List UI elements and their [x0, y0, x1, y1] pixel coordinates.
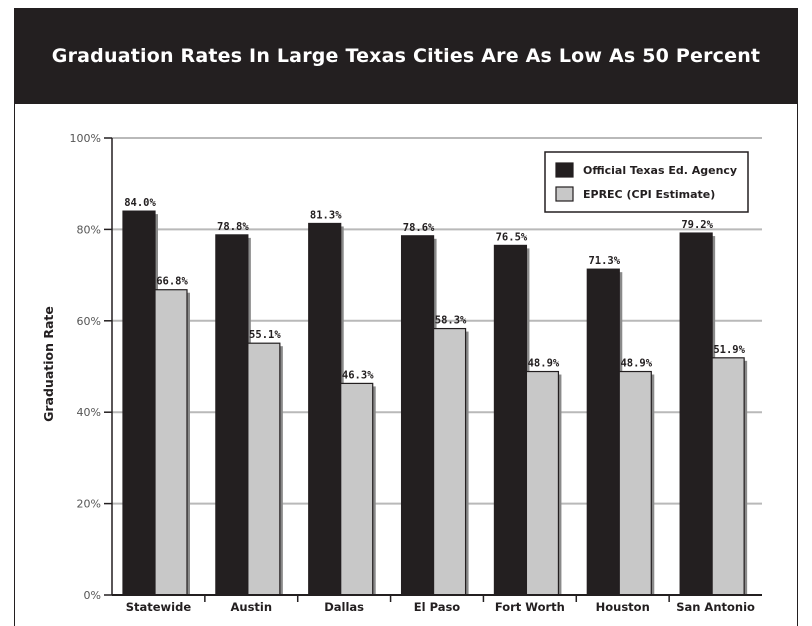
y-tick-label: 20% [77, 498, 101, 511]
frame-left-border [14, 104, 15, 626]
bar-eprec [525, 370, 560, 596]
bar-official [400, 235, 435, 596]
data-label: 76.5% [496, 231, 528, 243]
data-label: 58.3% [435, 315, 467, 327]
data-label: 48.9% [620, 358, 652, 370]
x-tick-label: Dallas [324, 600, 364, 614]
data-label: 66.8% [156, 276, 188, 288]
axes: 0% 20% 40% 60% 80% 100% Statewide Austin Dallas E… [70, 132, 762, 614]
data-labels: 84.0% 66.8% 78.8% 55.1% 81.3% 46.3% 78.6% 58.3%… [124, 197, 745, 381]
data-label: 48.9% [528, 358, 560, 370]
bar-eprec [432, 327, 467, 596]
legend-label: Official Texas Ed. Agency [583, 164, 737, 177]
y-axis-label: Graduation Rate [41, 306, 56, 422]
y-tick-label: 0% [84, 589, 101, 602]
x-tick-label: El Paso [414, 600, 461, 614]
legend: Official Texas Ed. Agency EPREC (CPI Esti… [544, 151, 749, 213]
bar-eprec [154, 289, 188, 596]
legend-box [544, 151, 749, 213]
data-label: 46.3% [342, 369, 374, 381]
chart-title: Graduation Rates In Large Texas Cities A… [51, 45, 761, 67]
bar-eprec [340, 382, 374, 596]
data-label: 51.9% [713, 344, 745, 356]
x-tick-label: Statewide [126, 600, 192, 614]
bar-official [215, 234, 249, 596]
chart-title-bar: Graduation Rates In Large Texas Cities A… [14, 8, 798, 104]
bar-official [679, 232, 713, 596]
bars [122, 210, 748, 596]
x-tick-label: Houston [596, 600, 650, 614]
bar-official [493, 244, 528, 596]
data-label: 84.0% [124, 197, 156, 209]
y-tick-label: 100% [70, 132, 101, 145]
data-label: 55.1% [249, 329, 281, 341]
y-tick-label: 80% [77, 223, 101, 236]
data-label: 71.3% [588, 255, 620, 267]
data-label: 79.2% [681, 219, 713, 231]
legend-swatch [555, 186, 574, 202]
data-label: 78.6% [403, 222, 435, 234]
frame-right-border [797, 104, 798, 626]
bar-official [586, 268, 620, 596]
x-tick-label: San Antonio [676, 600, 755, 614]
bar-eprec [247, 342, 281, 596]
bar-official [122, 210, 156, 596]
legend-label: EPREC (CPI Estimate) [583, 188, 715, 201]
x-tick-label: Fort Worth [495, 600, 565, 614]
bar-official [308, 222, 342, 596]
bar-eprec [618, 370, 652, 596]
y-tick-label: 40% [77, 406, 101, 419]
data-label: 81.3% [310, 209, 342, 221]
data-label: 78.8% [217, 221, 249, 233]
x-tick-label: Austin [231, 600, 273, 614]
bar-eprec [711, 357, 745, 596]
legend-swatch [555, 162, 574, 178]
y-tick-label: 60% [77, 315, 101, 328]
